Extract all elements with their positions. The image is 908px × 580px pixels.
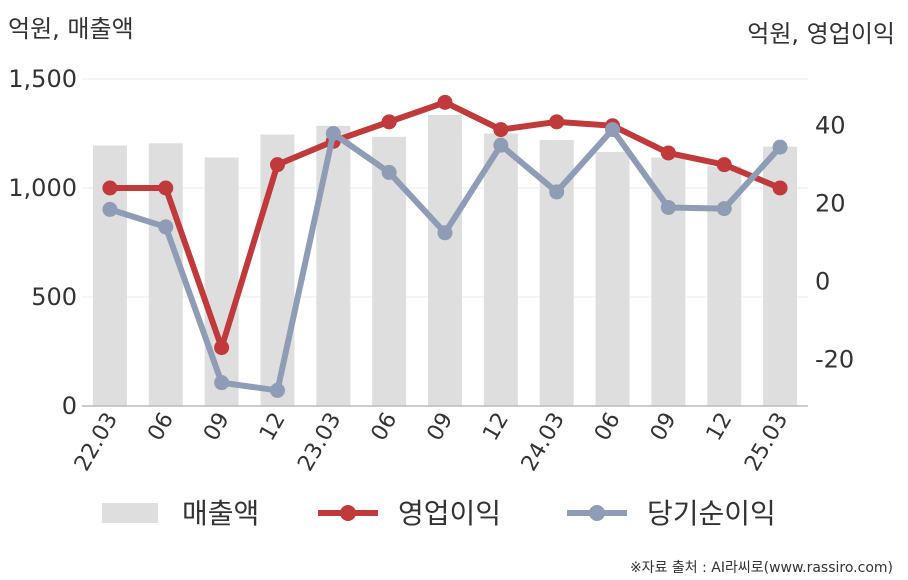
point-series-1-4 (325, 126, 341, 141)
point-series-0-6 (437, 94, 453, 110)
left-axis-unit: 억원, 매출액 (8, 15, 134, 43)
right-axis-unit: 억원, 영업이익 (747, 20, 895, 48)
left-axis: 0 500 1,000 1,500 (8, 65, 77, 420)
point-series-0-7 (493, 122, 509, 138)
point-series-1-10 (660, 199, 676, 215)
right-axis: -20 0 20 40 (815, 112, 854, 374)
point-series-0-1 (158, 180, 174, 196)
x-tick-label: 06 (590, 409, 626, 446)
point-series-1-6 (437, 225, 453, 241)
legend-marker-2 (589, 505, 605, 521)
x-tick-label: 12 (255, 409, 291, 446)
point-series-1-9 (605, 122, 621, 138)
point-series-1-5 (381, 164, 397, 180)
point-series-1-8 (549, 184, 565, 200)
bar-revenue-10 (651, 157, 686, 406)
right-tick-label: -20 (815, 345, 854, 373)
x-tick-label: 06 (143, 409, 179, 446)
legend-label-1: 영업이익 (398, 497, 501, 530)
x-tick-label: 25.03 (740, 409, 793, 476)
point-series-1-11 (716, 201, 732, 217)
bar-revenue-3 (260, 134, 295, 406)
right-tick-label: 20 (815, 190, 846, 218)
bar-revenue-6 (428, 114, 462, 406)
right-tick-label: 0 (815, 267, 830, 295)
left-tick-label: 1,000 (8, 174, 77, 202)
source-note: ※자료 출처 : AI라씨로(www.rassiro.com) (630, 560, 893, 576)
point-series-0-3 (269, 157, 285, 173)
x-tick-label: 12 (478, 409, 514, 446)
left-tick-label: 0 (62, 392, 77, 420)
point-series-0-0 (102, 180, 118, 196)
left-tick-label: 1,500 (8, 65, 77, 93)
x-tick-label: 06 (367, 409, 403, 446)
bar-revenue-7 (483, 133, 518, 406)
legend-label-0: 매출액 (182, 497, 259, 530)
legend: 매출액 영업이익 당기순이익 (102, 497, 776, 530)
bar-revenue-2 (204, 157, 239, 406)
x-tick-label: 09 (199, 409, 235, 446)
point-series-0-12 (772, 180, 788, 196)
point-series-0-8 (549, 114, 565, 130)
legend-label-2: 당기순이익 (647, 497, 776, 530)
x-tick-label: 23.03 (293, 409, 346, 476)
bar-revenue-4 (316, 125, 351, 407)
point-series-0-5 (381, 114, 397, 130)
point-series-1-3 (269, 382, 285, 398)
point-series-0-2 (214, 340, 230, 356)
x-tick-label: 22.03 (70, 409, 123, 476)
point-series-1-0 (102, 201, 118, 217)
bar-revenue-9 (595, 152, 630, 406)
point-series-1-7 (493, 137, 509, 153)
x-tick-label: 09 (423, 409, 459, 446)
x-axis: 22.03 06 09 12 23.03 06 09 12 24.03 06 09 12 25.03 (70, 409, 793, 476)
legend-marker-1 (340, 505, 356, 521)
point-series-0-10 (660, 145, 676, 161)
x-tick-label: 24.03 (517, 409, 570, 476)
right-tick-label: 40 (815, 112, 846, 140)
point-series-0-11 (716, 157, 732, 173)
x-tick-label: 12 (702, 409, 738, 446)
point-series-1-1 (158, 219, 174, 235)
point-series-1-12 (772, 139, 788, 155)
left-tick-label: 500 (31, 283, 77, 311)
line-series (102, 94, 788, 398)
point-series-1-2 (214, 375, 230, 391)
legend-swatch-0 (102, 503, 158, 523)
x-tick-label: 09 (646, 409, 682, 446)
